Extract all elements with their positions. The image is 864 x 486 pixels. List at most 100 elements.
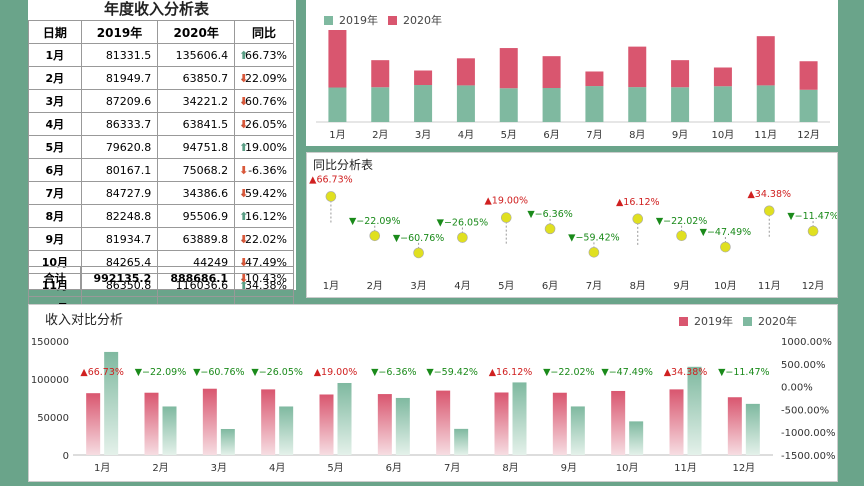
- row-yoy: ⬇ -59.42%: [234, 181, 294, 205]
- x-tick-label: 3月: [211, 462, 227, 474]
- bar-2019: [202, 388, 217, 455]
- row-yoy-value: 19.00%: [245, 140, 287, 154]
- x-tick-label: 10月: [712, 129, 735, 141]
- x-tick-label: 11月: [674, 462, 697, 474]
- compare-swatch-2019: [679, 316, 688, 326]
- data-label: ▼−22.02%: [656, 216, 708, 227]
- data-point: [763, 205, 775, 217]
- row-yoy: ⬇ -22.02%: [234, 227, 294, 251]
- data-label: ▲16.12%: [616, 197, 660, 208]
- pct-label: ▼−60.76%: [193, 367, 245, 378]
- stacked-chart-panel: 2019年 2020年 1月 2月 3月 4月 5月 6月 7月 8月 9月 10月 11月 12月: [306, 0, 838, 146]
- bar-2020: [279, 406, 294, 455]
- row-2020: 95506.9: [157, 204, 236, 228]
- data-label: ▲34.38%: [747, 189, 791, 200]
- bar-2020: [414, 70, 433, 86]
- row-month: 7月: [28, 181, 82, 205]
- row-month: 1月: [28, 43, 82, 67]
- y2-tick-label: -500.00%: [781, 405, 829, 416]
- bar-2019: [144, 392, 159, 455]
- bar-2019: [494, 392, 509, 455]
- x-tick-label: 1月: [94, 462, 110, 474]
- row-yoy-value: -47.49%: [241, 255, 287, 269]
- x-tick-label: 12月: [797, 129, 820, 141]
- table-row: 3月 87209.6 34221.2 ⬇ -60.76%: [28, 89, 294, 113]
- compare-label-2020: 2020年: [758, 315, 797, 328]
- row-2020: 63850.7: [157, 66, 236, 90]
- row-2019: 82248.8: [80, 204, 159, 228]
- bar-2019: [414, 85, 433, 122]
- bar-2019: [542, 88, 561, 122]
- x-tick-label: 9月: [561, 462, 577, 474]
- legend-swatch-2019: [324, 15, 333, 25]
- x-tick-label: 5月: [327, 462, 343, 474]
- bar-2020: [570, 406, 585, 455]
- bar-2020: [456, 58, 475, 86]
- data-label: ▲66.73%: [309, 174, 353, 185]
- bar-2019: [799, 89, 818, 122]
- total-2019: 992135.2: [80, 266, 159, 290]
- arrow-up-icon: ⬆: [239, 48, 249, 62]
- bar-2019: [319, 394, 334, 455]
- table-row: 2月 81949.7 63850.7 ⬇ -22.09%: [28, 66, 294, 90]
- arrow-down-icon: ⬇: [239, 255, 249, 269]
- row-month: 2月: [28, 66, 82, 90]
- total-row: 合计 992135.2 888686.1 ⬇ -10.43%: [27, 266, 294, 290]
- bar-2019: [371, 87, 390, 122]
- row-yoy-value: -59.42%: [241, 186, 287, 200]
- bar-2019: [261, 389, 276, 455]
- data-point: [413, 247, 424, 259]
- bar-2019: [611, 390, 626, 455]
- row-2019: 81934.7: [80, 227, 159, 251]
- total-yoy-value: -10.43%: [241, 271, 287, 285]
- bar-2019: [585, 86, 604, 122]
- table-row: 9月 81934.7 63889.8 ⬇ -22.02%: [28, 227, 294, 251]
- table-row: 5月 79620.8 94751.8 ⬆ 19.00%: [28, 135, 294, 159]
- x-tick-label: 4月: [269, 462, 285, 474]
- table-row: 8月 82248.8 95506.9 ⬆ 16.12%: [28, 204, 294, 228]
- x-tick-label: 7月: [586, 280, 602, 292]
- bar-2019: [456, 85, 475, 122]
- bar-2020: [512, 382, 527, 455]
- x-tick-label: 5月: [501, 129, 517, 141]
- pct-label: ▼−11.47%: [718, 367, 770, 378]
- x-tick-label: 11月: [758, 280, 781, 292]
- bar-2019: [328, 87, 347, 122]
- bar-2020: [104, 351, 119, 455]
- row-2020: 63889.8: [157, 227, 236, 251]
- bar-2019: [499, 88, 518, 122]
- data-label: ▼−26.05%: [437, 218, 489, 229]
- y-tick-label: 100000: [31, 375, 69, 386]
- bar-2019: [552, 392, 567, 455]
- bar-2020: [454, 428, 469, 455]
- bar-2020: [585, 71, 604, 87]
- row-yoy: ⬇ -6.36%: [234, 158, 294, 182]
- bar-2019: [756, 85, 775, 122]
- row-yoy-value: 66.73%: [245, 48, 287, 62]
- x-tick-label: 9月: [672, 129, 688, 141]
- pct-label: ▼−6.36%: [371, 367, 416, 378]
- row-2020: 34386.6: [157, 181, 236, 205]
- compare-bar-chart: 0 50000 100000 150000 -1500.00% -1000.00% -500…: [31, 337, 836, 474]
- header-yoy: 同比: [234, 20, 294, 44]
- data-label: ▼−59.42%: [568, 232, 620, 243]
- row-yoy: ⬇ -26.05%: [234, 112, 294, 136]
- y-tick-label: 150000: [31, 337, 69, 348]
- x-tick-label: 11月: [754, 129, 777, 141]
- y2-tick-label: -1000.00%: [781, 428, 835, 439]
- stacked-bar-chart: 1月 2月 3月 4月 5月 6月 7月 8月 9月 10月 11月 12月: [316, 30, 830, 141]
- row-month: 4月: [28, 112, 82, 136]
- bar-2020: [756, 36, 775, 86]
- pct-label: ▼−22.09%: [135, 367, 187, 378]
- data-point: [369, 230, 381, 242]
- x-tick-label: 12月: [732, 462, 755, 474]
- row-month: 6月: [28, 158, 82, 182]
- row-yoy: ⬆ 19.00%: [234, 135, 294, 159]
- data-point: [588, 247, 600, 258]
- header-date: 日期: [28, 20, 82, 44]
- yoy-chart-panel: 同比分析表 ▲66.73% 1月 ▼−22.09% 2月 ▼−60.76% 3月 ▼−26.…: [306, 152, 838, 298]
- bar-2020: [162, 406, 177, 455]
- compare-label-2019: 2019年: [694, 315, 733, 328]
- row-2020: 135606.4: [157, 43, 236, 67]
- row-2019: 81331.5: [80, 43, 159, 67]
